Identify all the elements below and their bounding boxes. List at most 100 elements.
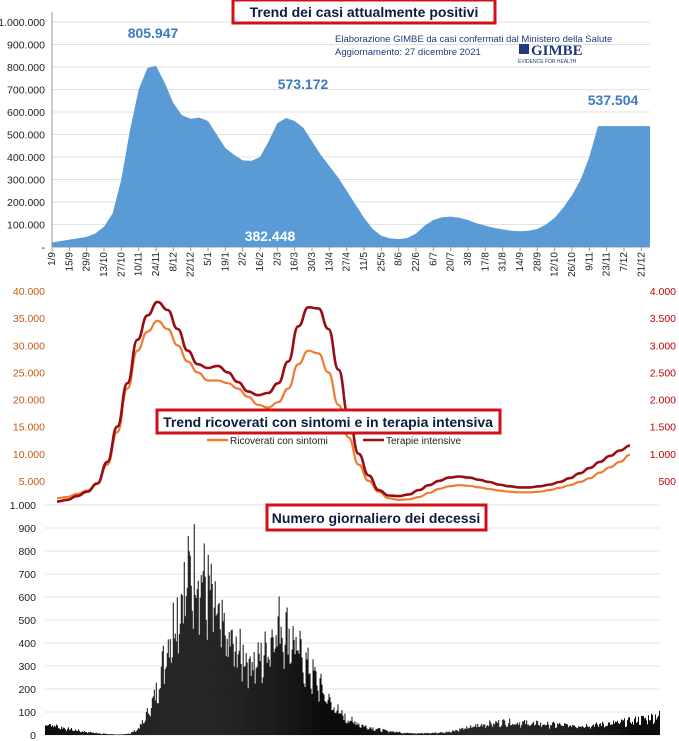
death-bar (190, 585, 192, 735)
death-bar (160, 666, 162, 735)
death-bar (561, 725, 563, 735)
c2-y-left-tick-label: 5.000 (19, 476, 45, 488)
death-bar (119, 734, 121, 735)
death-bar (114, 734, 116, 735)
death-bar (134, 731, 136, 735)
c2-y-right-tick-label: 2.000 (650, 395, 676, 407)
death-bar (584, 727, 586, 735)
death-bar (512, 723, 514, 735)
death-bar (130, 732, 132, 735)
c1-x-tick-label: 8/12 (168, 252, 179, 272)
death-bar (111, 734, 113, 735)
death-bar (247, 688, 249, 735)
death-bar (377, 728, 379, 735)
death-bar (618, 723, 620, 735)
death-bar (391, 732, 393, 735)
death-bar (163, 683, 165, 735)
death-bar (100, 734, 102, 735)
death-bar (497, 723, 499, 735)
death-bar (640, 724, 641, 735)
death-bar (261, 683, 263, 735)
death-bar (480, 725, 482, 735)
c1-y-tick-label: 900.000 (7, 40, 45, 52)
death-bar (540, 722, 542, 735)
death-bar (411, 733, 413, 735)
death-bar (317, 690, 319, 735)
death-bar (242, 644, 244, 735)
death-bar (481, 723, 483, 735)
death-bar (659, 710, 660, 735)
death-bar (108, 734, 110, 735)
death-bar (395, 731, 397, 735)
death-bar (255, 668, 257, 735)
death-bar (574, 725, 576, 735)
death-bar (471, 727, 473, 735)
death-bar (579, 726, 581, 735)
death-bar (282, 652, 284, 735)
death-bar (507, 726, 509, 735)
death-bar (147, 713, 149, 735)
death-bar (586, 723, 588, 735)
death-bar (573, 725, 575, 735)
death-bar (626, 726, 628, 735)
death-bar (218, 603, 220, 735)
death-bar (658, 715, 659, 735)
death-bar (323, 694, 325, 735)
death-bar (546, 725, 548, 735)
death-bar (400, 733, 402, 735)
death-bar (285, 612, 287, 735)
death-bar (102, 733, 104, 735)
line-terapie-intensive (56, 300, 631, 503)
death-bar (185, 596, 187, 735)
death-bar (73, 730, 75, 735)
death-bar (454, 731, 456, 735)
death-bar (94, 733, 96, 735)
death-bar (208, 575, 210, 735)
death-bar (515, 724, 517, 735)
death-bar (223, 612, 225, 735)
death-bar (638, 716, 639, 735)
death-bar (433, 732, 435, 735)
c2-y-right-tick-label: 1.000 (650, 449, 676, 461)
death-bar (80, 731, 82, 735)
death-bar (461, 728, 463, 735)
death-bar (440, 732, 442, 735)
death-bar (487, 725, 489, 735)
death-bar (332, 710, 334, 735)
death-bar (604, 727, 606, 735)
death-bar (150, 708, 152, 735)
death-bar (110, 734, 112, 735)
death-bar (483, 724, 485, 735)
death-bar (264, 631, 266, 735)
death-bar (200, 575, 202, 735)
c2-y-left-tick-label: 10.000 (13, 449, 45, 461)
death-bar (201, 582, 203, 735)
death-bar (158, 689, 160, 735)
death-bar (502, 720, 504, 735)
c2-y-right-tick-label: 4.000 (650, 286, 676, 298)
c3-y-tick-label: 300 (18, 661, 36, 673)
c1-y-tick-label: 200.000 (7, 197, 45, 209)
death-bar (650, 720, 651, 735)
death-bar (283, 668, 285, 735)
death-bar (245, 653, 247, 735)
death-bar (188, 551, 190, 735)
death-bar (399, 731, 401, 735)
death-bar (547, 721, 549, 735)
death-bar (370, 727, 372, 735)
logo-subtext: EVIDENCE FOR HEALTH (518, 59, 577, 65)
death-bar (496, 721, 498, 735)
death-bar (232, 643, 234, 735)
death-bar (346, 723, 348, 735)
death-bar (151, 698, 153, 735)
death-bar (564, 723, 566, 735)
death-bar (144, 720, 146, 735)
death-bar (396, 731, 398, 735)
death-bar (127, 733, 129, 735)
death-bar (86, 733, 88, 735)
c2-y-axis-right: 500 1.000 1.500 2.000 2.500 3.000 3.500 4.000 (650, 286, 676, 488)
death-bar (524, 719, 526, 735)
death-bar (442, 732, 444, 735)
death-bar (516, 723, 518, 735)
death-bar (321, 684, 323, 735)
